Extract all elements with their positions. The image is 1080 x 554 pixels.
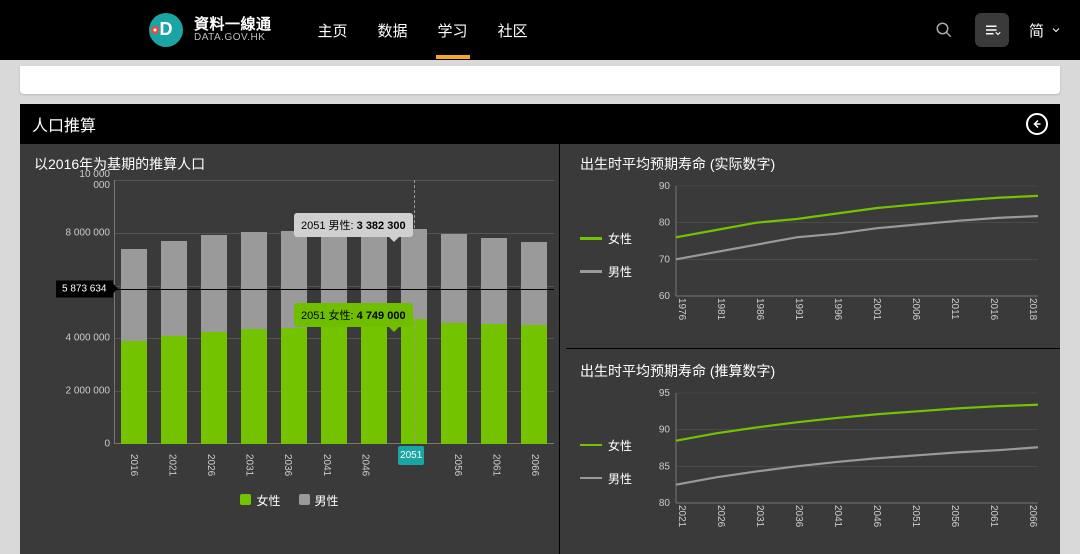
top-bar: D 資料一線通 DATA.GOV.HK 主页 数据 学习 社区 简 (0, 0, 1080, 60)
life-expectancy-projected-card: 出生时平均预期寿命 (推算数字) 女性 男性 80859095202120262… (566, 351, 1060, 554)
line1-legend: 女性 男性 (580, 180, 632, 330)
bar-chart-card: 以2016年为基期的推算人口 02 000 0004 000 0006 000 … (20, 144, 560, 554)
logo-cn-text: 資料一線通 (194, 17, 272, 33)
nav-data[interactable]: 数据 (366, 2, 420, 59)
bar-chart-title: 以2016年为基期的推算人口 (34, 154, 545, 174)
legend-male: 男性 (299, 492, 339, 509)
bar-chart-legend: 女性 男性 (34, 492, 545, 509)
nav-home[interactable]: 主页 (306, 2, 360, 59)
svg-text:85: 85 (659, 461, 671, 472)
svg-text:90: 90 (659, 424, 671, 435)
site-logo[interactable]: D 資料一線通 DATA.GOV.HK (148, 12, 272, 48)
svg-text:D: D (160, 19, 173, 39)
primary-nav: 主页 数据 学习 社区 (306, 2, 540, 59)
legend-female: 女性 (240, 492, 280, 509)
panel-title-bar: 人口推算 (20, 104, 1060, 144)
svg-text:80: 80 (659, 497, 671, 508)
search-icon[interactable] (927, 13, 961, 47)
list-icon[interactable] (975, 13, 1009, 47)
line2-legend: 女性 男性 (580, 387, 632, 537)
svg-text:70: 70 (659, 254, 671, 265)
svg-text:60: 60 (659, 291, 671, 302)
panel-back-button[interactable] (1026, 113, 1048, 135)
line1-title: 出生时平均预期寿命 (实际数字) (580, 154, 1046, 174)
bar-chart[interactable]: 02 000 0004 000 0006 000 0008 000 00010 … (64, 180, 554, 480)
nav-learn[interactable]: 学习 (426, 2, 480, 59)
population-panel: 人口推算 以2016年为基期的推算人口 02 000 0004 000 0006… (20, 104, 1060, 554)
nav-community[interactable]: 社区 (486, 2, 540, 59)
spacer-card (20, 66, 1060, 94)
logo-en-text: DATA.GOV.HK (194, 33, 272, 44)
svg-text:90: 90 (659, 181, 671, 192)
svg-text:95: 95 (659, 388, 671, 399)
logo-icon: D (148, 12, 184, 48)
line-chart-projected[interactable]: 8085909520212026203120362041204620512056… (640, 387, 1046, 537)
life-expectancy-actual-card: 出生时平均预期寿命 (实际数字) 女性 男性 60708090197619811… (566, 144, 1060, 349)
arrow-left-icon (1031, 118, 1043, 130)
language-switch[interactable]: 简 (1029, 20, 1062, 41)
line-chart-actual[interactable]: 6070809019761981198619911996200120062011… (640, 180, 1046, 330)
chevron-down-icon (1050, 24, 1062, 36)
svg-text:80: 80 (659, 218, 671, 229)
panel-title-text: 人口推算 (32, 112, 96, 136)
line2-title: 出生时平均预期寿命 (推算数字) (580, 361, 1046, 381)
